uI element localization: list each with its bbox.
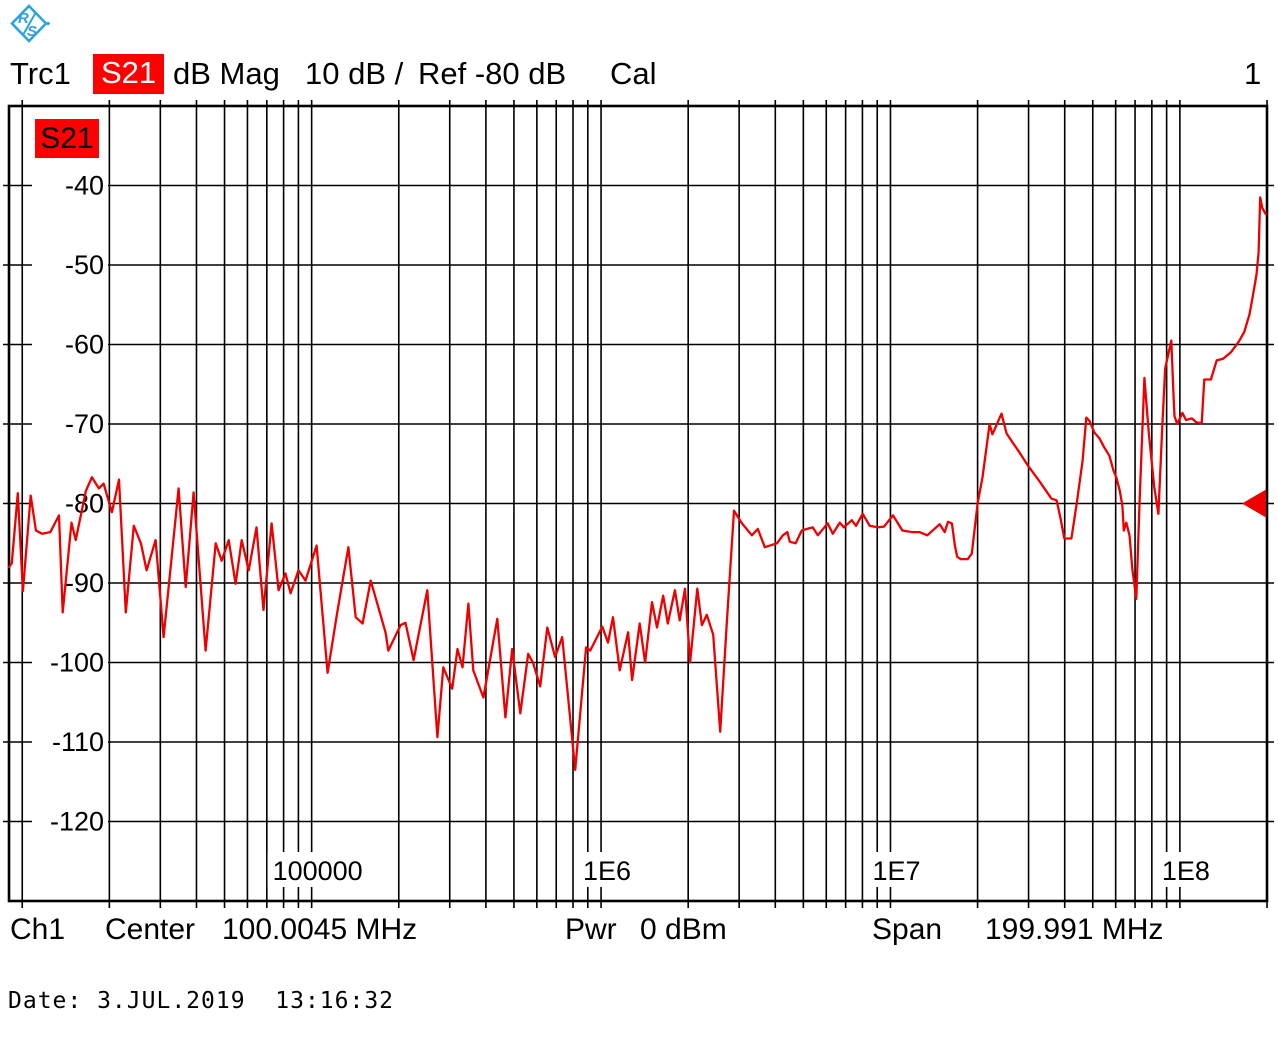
- y-label-backing: [32, 727, 108, 757]
- trace-label-badge[interactable]: S21: [35, 119, 99, 158]
- x-label-backing: [267, 852, 368, 887]
- date-time-bar: Date: 3.JUL.2019 13:16:32: [8, 988, 395, 1014]
- y-label-backing: [32, 806, 108, 837]
- logo-letter-s: S: [27, 23, 37, 40]
- y-label-backing: [32, 647, 108, 678]
- x-axis-tick-label: 1E6: [583, 856, 631, 886]
- span-value[interactable]: 199.991 MHz: [985, 913, 1164, 946]
- y-label-backing: [32, 170, 108, 201]
- channel-status-bar: Ch1 Center 100.0045 MHz Pwr 0 dBm Span 1…: [0, 911, 1278, 953]
- x-label-backing: [868, 852, 924, 887]
- trace-reference[interactable]: Ref -80 dB: [418, 56, 567, 91]
- trace-format[interactable]: dB Mag: [173, 56, 280, 91]
- y-label-backing: [32, 329, 108, 360]
- y-axis-tick-label: -110: [52, 727, 104, 757]
- plot-border: [7, 104, 1269, 903]
- y-label-backing: [32, 568, 108, 598]
- s21-trace[interactable]: [7, 196, 1267, 771]
- center-value[interactable]: 100.0045 MHz: [222, 913, 418, 946]
- y-label-backing: [32, 488, 108, 519]
- window-number: 1: [1244, 56, 1262, 91]
- center-label: Center: [105, 913, 196, 946]
- channel-label: Ch1: [10, 913, 66, 946]
- x-label-backing: [1158, 852, 1214, 887]
- x-axis-tick-label: 1E8: [1162, 856, 1210, 886]
- y-label-backing: [32, 409, 108, 439]
- logo-letter-r: R: [18, 10, 29, 27]
- power-value[interactable]: 0 dBm: [640, 913, 727, 946]
- y-axis-tick-label: -70: [65, 409, 104, 439]
- trace-parameter-badge[interactable]: S21: [93, 54, 165, 94]
- trace-header: Trc1 S21 dB Mag 10 dB / Ref -80 dB Cal 1: [0, 52, 1278, 98]
- power-label: Pwr: [565, 913, 617, 946]
- y-label-backing: [32, 250, 108, 280]
- y-axis-tick-label: -40: [65, 171, 104, 201]
- y-axis-tick-label: -50: [65, 250, 104, 280]
- x-axis-tick-label: 1E7: [872, 856, 920, 886]
- logo-slash: [22, 11, 37, 36]
- cal-status-label: Cal: [610, 56, 657, 91]
- rs-logo: R S: [10, 4, 51, 43]
- trace-scale[interactable]: 10 dB /: [305, 56, 404, 91]
- logo-diamond-outline: [10, 4, 48, 43]
- y-axis-tick-label: -100: [50, 648, 104, 678]
- span-label: Span: [872, 913, 943, 946]
- y-axis-tick-label: -90: [65, 568, 104, 598]
- y-axis-tick-label: -60: [65, 330, 104, 360]
- y-axis-tick-label: -120: [50, 807, 104, 837]
- ref-level-marker[interactable]: [1242, 489, 1266, 518]
- trace-name[interactable]: Trc1: [10, 56, 71, 91]
- x-label-backing: [579, 852, 635, 887]
- x-axis-tick-label: 100000: [273, 856, 363, 886]
- logo-small-diamond: [45, 21, 51, 26]
